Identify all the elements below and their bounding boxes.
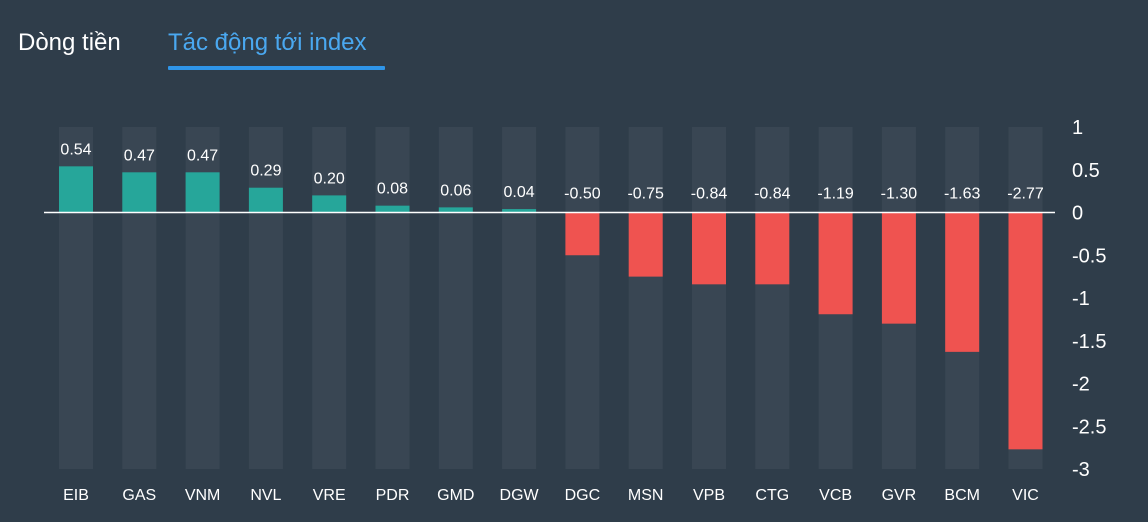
bar-gvr[interactable]: [881, 212, 916, 324]
column-band-nvl: [248, 127, 283, 469]
bar-dgc[interactable]: [565, 212, 600, 256]
bar-eib[interactable]: [59, 166, 93, 213]
value-label-gmd: 0.06: [440, 182, 471, 199]
value-label-gas: 0.47: [124, 147, 155, 164]
category-label-msn: MSN: [628, 487, 664, 504]
y-tick-label: 0: [1072, 203, 1083, 225]
category-label-vic: VIC: [1012, 487, 1039, 504]
bar-vcb[interactable]: [818, 212, 853, 315]
value-label-nvl: 0.29: [250, 163, 281, 180]
category-label-gas: GAS: [122, 487, 156, 504]
column-band-vpb: [692, 127, 726, 469]
value-label-vcb: -1.19: [817, 186, 854, 203]
bar-vic[interactable]: [1008, 212, 1043, 450]
bar-ctg[interactable]: [755, 212, 790, 285]
y-tick-label: 1: [1072, 117, 1083, 139]
bar-gas[interactable]: [122, 172, 157, 213]
bars: [59, 166, 1043, 450]
y-tick-label: -1: [1072, 288, 1090, 310]
value-label-eib: 0.54: [60, 141, 91, 158]
category-label-nvl: NVL: [250, 487, 281, 504]
bar-msn[interactable]: [628, 212, 663, 277]
value-label-gvr: -1.30: [881, 186, 918, 203]
value-label-bcm: -1.63: [944, 186, 981, 203]
category-label-vcb: VCB: [819, 487, 852, 504]
tab-bar: Dòng tiền Tác động tới index: [0, 0, 1148, 80]
value-label-vpb: -0.84: [691, 186, 728, 203]
y-tick-label: -3: [1072, 459, 1090, 481]
column-band-vre: [312, 127, 347, 469]
category-label-bcm: BCM: [944, 487, 980, 504]
category-label-eib: EIB: [63, 487, 89, 504]
bar-vpb[interactable]: [692, 212, 726, 285]
bar-bcm[interactable]: [945, 212, 980, 352]
category-label-gmd: GMD: [437, 487, 474, 504]
y-tick-label: -2.5: [1072, 416, 1106, 438]
bar-nvl[interactable]: [248, 187, 283, 213]
value-label-msn: -0.75: [627, 186, 664, 203]
y-tick-label: -0.5: [1072, 245, 1106, 267]
column-band-msn: [628, 127, 663, 469]
y-tick-label: -1.5: [1072, 331, 1106, 353]
column-band-ctg: [755, 127, 790, 469]
bar-pdr[interactable]: [375, 205, 410, 213]
category-label-dgc: DGC: [565, 487, 601, 504]
category-label-vre: VRE: [313, 487, 346, 504]
value-label-pdr: 0.08: [377, 181, 408, 198]
value-label-dgc: -0.50: [564, 186, 601, 203]
tab-money-flow[interactable]: Dòng tiền: [18, 29, 121, 56]
value-label-vic: -2.77: [1007, 186, 1044, 203]
value-labels: 0.54 0.47 0.47 0.29 0.20 0.08 0.06 0.04 -0.50 -0.…: [60, 141, 1043, 202]
bar-vnm[interactable]: [185, 172, 220, 213]
category-label-vpb: VPB: [693, 487, 725, 504]
bar-vre[interactable]: [312, 195, 347, 213]
column-band-gmd: [438, 127, 473, 469]
active-tab-indicator: [168, 66, 385, 70]
bar-dgw[interactable]: [502, 209, 537, 213]
y-axis-ticks: 1 0.5 0 -0.5 -1 -1.5 -2 -2.5 -3: [1072, 117, 1106, 481]
column-band-dgw: [502, 127, 537, 469]
value-label-dgw: 0.04: [504, 184, 535, 201]
category-label-vnm: VNM: [185, 487, 221, 504]
category-labels: EIB GAS VNM NVL VRE PDR GMD DGW DGC MSN VPB CTG VCB G…: [63, 487, 1039, 504]
bar-gmd[interactable]: [438, 207, 473, 213]
category-label-gvr: GVR: [882, 487, 917, 504]
column-band-dgc: [565, 127, 600, 469]
value-label-ctg: -0.84: [754, 186, 791, 203]
tab-index-impact[interactable]: Tác động tới index: [168, 29, 367, 56]
column-band-pdr: [375, 127, 410, 469]
category-label-ctg: CTG: [755, 487, 789, 504]
value-label-vre: 0.20: [314, 170, 345, 187]
y-tick-label: 0.5: [1072, 160, 1100, 182]
category-label-dgw: DGW: [500, 487, 540, 504]
y-tick-label: -2: [1072, 374, 1090, 396]
value-label-vnm: 0.47: [187, 147, 218, 164]
category-label-pdr: PDR: [376, 487, 410, 504]
